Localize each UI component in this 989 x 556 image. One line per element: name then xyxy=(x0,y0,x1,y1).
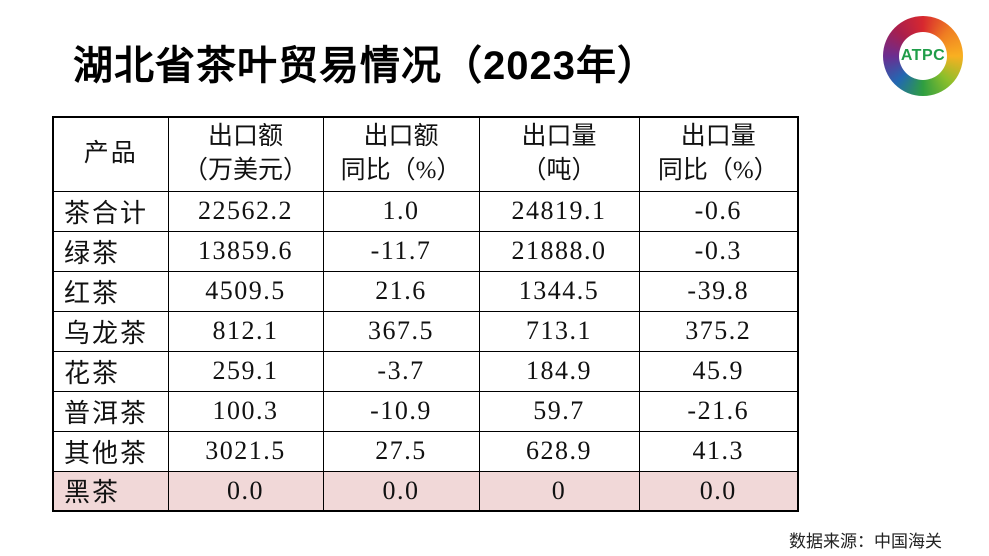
header-line: 产品 xyxy=(83,140,138,168)
table-row: 普洱茶 100.3 -10.9 59.7 -21.6 xyxy=(52,390,799,432)
table-cell-product: 乌龙茶 xyxy=(52,310,169,352)
header-line: （吨） xyxy=(521,157,597,185)
table-cell-product: 花茶 xyxy=(52,350,169,392)
table-cell: 1.0 xyxy=(322,190,480,232)
table-cell: -0.3 xyxy=(638,230,799,272)
header-line: 出口额 xyxy=(207,123,283,151)
table-cell-product: 黑茶 xyxy=(52,470,169,512)
table-row-highlighted: 黑茶 0.0 0.0 0 0.0 xyxy=(52,470,799,512)
table-row: 花茶 259.1 -3.7 184.9 45.9 xyxy=(52,350,799,392)
table-cell-product: 普洱茶 xyxy=(52,390,169,432)
table-cell: 812.1 xyxy=(167,310,324,352)
table-cell: 367.5 xyxy=(322,310,480,352)
table-cell: 1344.5 xyxy=(478,270,640,312)
table-row: 绿茶 13859.6 -11.7 21888.0 -0.3 xyxy=(52,230,799,272)
header-row: 产品 出口额 （万美元） 出口额 同比（%） 出口量 （吨） 出口量 同比（%） xyxy=(52,116,799,192)
column-header-export-value-yoy: 出口额 同比（%） xyxy=(322,116,480,192)
table-cell: 0.0 xyxy=(322,470,480,512)
table-row: 茶合计 22562.2 1.0 24819.1 -0.6 xyxy=(52,190,799,232)
table-cell: -11.7 xyxy=(322,230,480,272)
table-cell: 13859.6 xyxy=(167,230,324,272)
table-cell: 21.6 xyxy=(322,270,480,312)
table-cell: 259.1 xyxy=(167,350,324,392)
table-row: 乌龙茶 812.1 367.5 713.1 375.2 xyxy=(52,310,799,352)
table-row: 红茶 4509.5 21.6 1344.5 -39.8 xyxy=(52,270,799,312)
column-header-product: 产品 xyxy=(52,116,169,192)
table-cell: -3.7 xyxy=(322,350,480,392)
header-line: 出口额 xyxy=(363,123,439,151)
table-cell-product: 红茶 xyxy=(52,270,169,312)
table-row: 其他茶 3021.5 27.5 628.9 41.3 xyxy=(52,430,799,472)
header-line: 出口量 xyxy=(521,123,597,151)
header-line: 同比（%） xyxy=(657,157,779,185)
table-cell: 100.3 xyxy=(167,390,324,432)
table-cell: 628.9 xyxy=(478,430,640,472)
column-header-export-qty: 出口量 （吨） xyxy=(478,116,640,192)
table-cell: -39.8 xyxy=(638,270,799,312)
header-line: （万美元） xyxy=(182,157,308,185)
header-line: 同比（%） xyxy=(340,157,462,185)
table-cell: -21.6 xyxy=(638,390,799,432)
table-cell: 0.0 xyxy=(638,470,799,512)
logo-text: ATPC xyxy=(900,47,946,64)
table-cell: 713.1 xyxy=(478,310,640,352)
table-cell-product: 其他茶 xyxy=(52,430,169,472)
table-cell: 27.5 xyxy=(322,430,480,472)
table-cell: -0.6 xyxy=(638,190,799,232)
table-cell: 0.0 xyxy=(167,470,324,512)
table-cell-product: 绿茶 xyxy=(52,230,169,272)
atpc-logo: ATPC xyxy=(882,16,964,96)
table-cell: 4509.5 xyxy=(167,270,324,312)
table-cell: 184.9 xyxy=(478,350,640,392)
table-cell: 22562.2 xyxy=(167,190,324,232)
table-cell: 3021.5 xyxy=(167,430,324,472)
table-cell: 24819.1 xyxy=(478,190,640,232)
table-cell: 59.7 xyxy=(478,390,640,432)
column-header-export-qty-yoy: 出口量 同比（%） xyxy=(638,116,799,192)
tea-trade-table: 产品 出口额 （万美元） 出口额 同比（%） 出口量 （吨） 出口量 同比（%） xyxy=(52,116,799,512)
header-line: 出口量 xyxy=(680,123,756,151)
table-cell: 45.9 xyxy=(638,350,799,392)
table-cell: -10.9 xyxy=(322,390,480,432)
column-header-export-value: 出口额 （万美元） xyxy=(167,116,324,192)
table-cell: 21888.0 xyxy=(478,230,640,272)
source-note: 数据来源：中国海关 xyxy=(789,532,942,551)
table-cell: 0 xyxy=(478,470,640,512)
table-cell: 375.2 xyxy=(638,310,799,352)
logo-center xyxy=(899,32,947,80)
page-title: 湖北省茶叶贸易情况（2023年） xyxy=(73,44,658,88)
table-cell: 41.3 xyxy=(638,430,799,472)
table-cell-product: 茶合计 xyxy=(52,190,169,232)
